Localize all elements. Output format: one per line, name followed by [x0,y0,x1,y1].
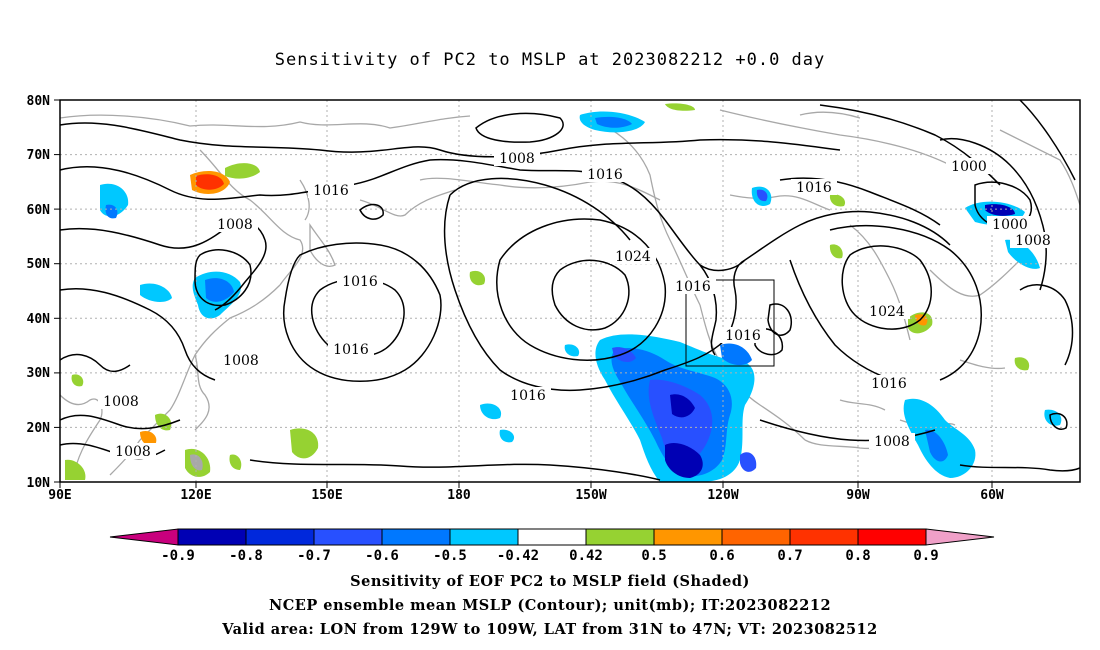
colorbar-box [517,528,587,546]
contour-label: 1016 [342,274,378,290]
contour-label: 1000 [951,159,987,175]
colorbar-label: 0.7 [777,548,802,564]
lat-label: 10N [27,476,51,491]
contour-label: 1008 [1015,233,1051,249]
caption-line-3: Valid area: LON from 129W to 109W, LAT f… [222,621,878,638]
colorbar-labels: -0.9 -0.8 -0.7 -0.6 -0.5 -0.42 0.42 0.5 0.6 0.7 0.… [161,548,939,564]
contour-label: 1016 [587,167,623,183]
colorbar-arrow-low [109,528,179,546]
colorbar-label: 0.5 [641,548,666,564]
map-frame [59,99,1081,483]
longitude-labels: 90E 120E 150E 180 150W 120W 90W 60W [48,488,1004,503]
contour-label: 1000 [992,217,1028,233]
contour-label: 1008 [103,394,139,410]
colorbar-label: -0.6 [365,548,399,564]
lon-label: 180 [447,488,471,503]
colorbar-box [313,528,383,546]
lon-label: 60W [980,488,1004,503]
lat-label: 50N [27,257,51,272]
colorbar-label: -0.8 [229,548,263,564]
lat-label: 20N [27,421,51,436]
lon-label: 120E [180,488,211,503]
contour-label: 1016 [510,388,546,404]
sensitivity-shading [65,103,1062,482]
colorbar-box [177,528,247,546]
colorbar-box [381,528,451,546]
lon-label: 120W [707,488,738,503]
contour-label: 1024 [615,249,651,265]
graticule [60,100,1080,482]
chart-title: Sensitivity of PC2 to MSLP at 2023082212… [274,50,826,70]
colorbar-label: -0.5 [433,548,467,564]
contour-label: 1016 [675,279,711,295]
contour-label: 1024 [869,304,905,320]
colorbar-label: 0.6 [709,548,734,564]
lat-label: 30N [27,366,51,381]
lat-label: 80N [27,94,51,109]
contour-label: 1016 [313,183,349,199]
axis-ticks [54,99,993,488]
lon-label: 150W [575,488,606,503]
contour-label: 1008 [217,217,253,233]
lon-label: 90E [48,488,71,503]
lon-label: 150E [311,488,342,503]
colorbar [109,528,995,546]
colorbar-box [789,528,859,546]
colorbar-box [585,528,655,546]
colorbar-label: 0.8 [845,548,870,564]
lat-label: 70N [27,148,51,163]
lat-label: 40N [27,312,51,327]
colorbar-label: 0.9 [913,548,938,564]
contour-label: 1016 [725,328,761,344]
colorbar-box [449,528,519,546]
valid-area-box [685,279,775,367]
colorbar-label: -0.9 [161,548,195,564]
colorbar-box [857,528,927,546]
colorbar-label: -0.7 [297,548,331,564]
caption-line-1: Sensitivity of EOF PC2 to MSLP field (Sh… [350,573,750,590]
contour-label: 1008 [874,434,910,450]
colorbar-box [721,528,791,546]
colorbar-label: -0.42 [497,548,539,564]
colorbar-label: 0.42 [569,548,603,564]
colorbar-box [653,528,723,546]
contour-label: 1016 [871,376,907,392]
contour-label: 1008 [223,353,259,369]
lat-label: 60N [27,203,51,218]
contour-labels: 1008 1016 1008 1016 1016 1024 1016 1016 … [98,150,1056,460]
contour-label: 1016 [333,342,369,358]
contour-label: 1016 [796,180,832,196]
latitude-labels: 80N 70N 60N 50N 40N 30N 20N 10N [27,94,51,491]
caption-line-2: NCEP ensemble mean MSLP (Contour); unit(… [268,597,832,614]
colorbar-arrow-high [925,528,995,546]
lon-label: 90W [846,488,870,503]
colorbar-box [245,528,315,546]
contour-label: 1008 [499,151,535,167]
contour-label: 1008 [115,444,151,460]
